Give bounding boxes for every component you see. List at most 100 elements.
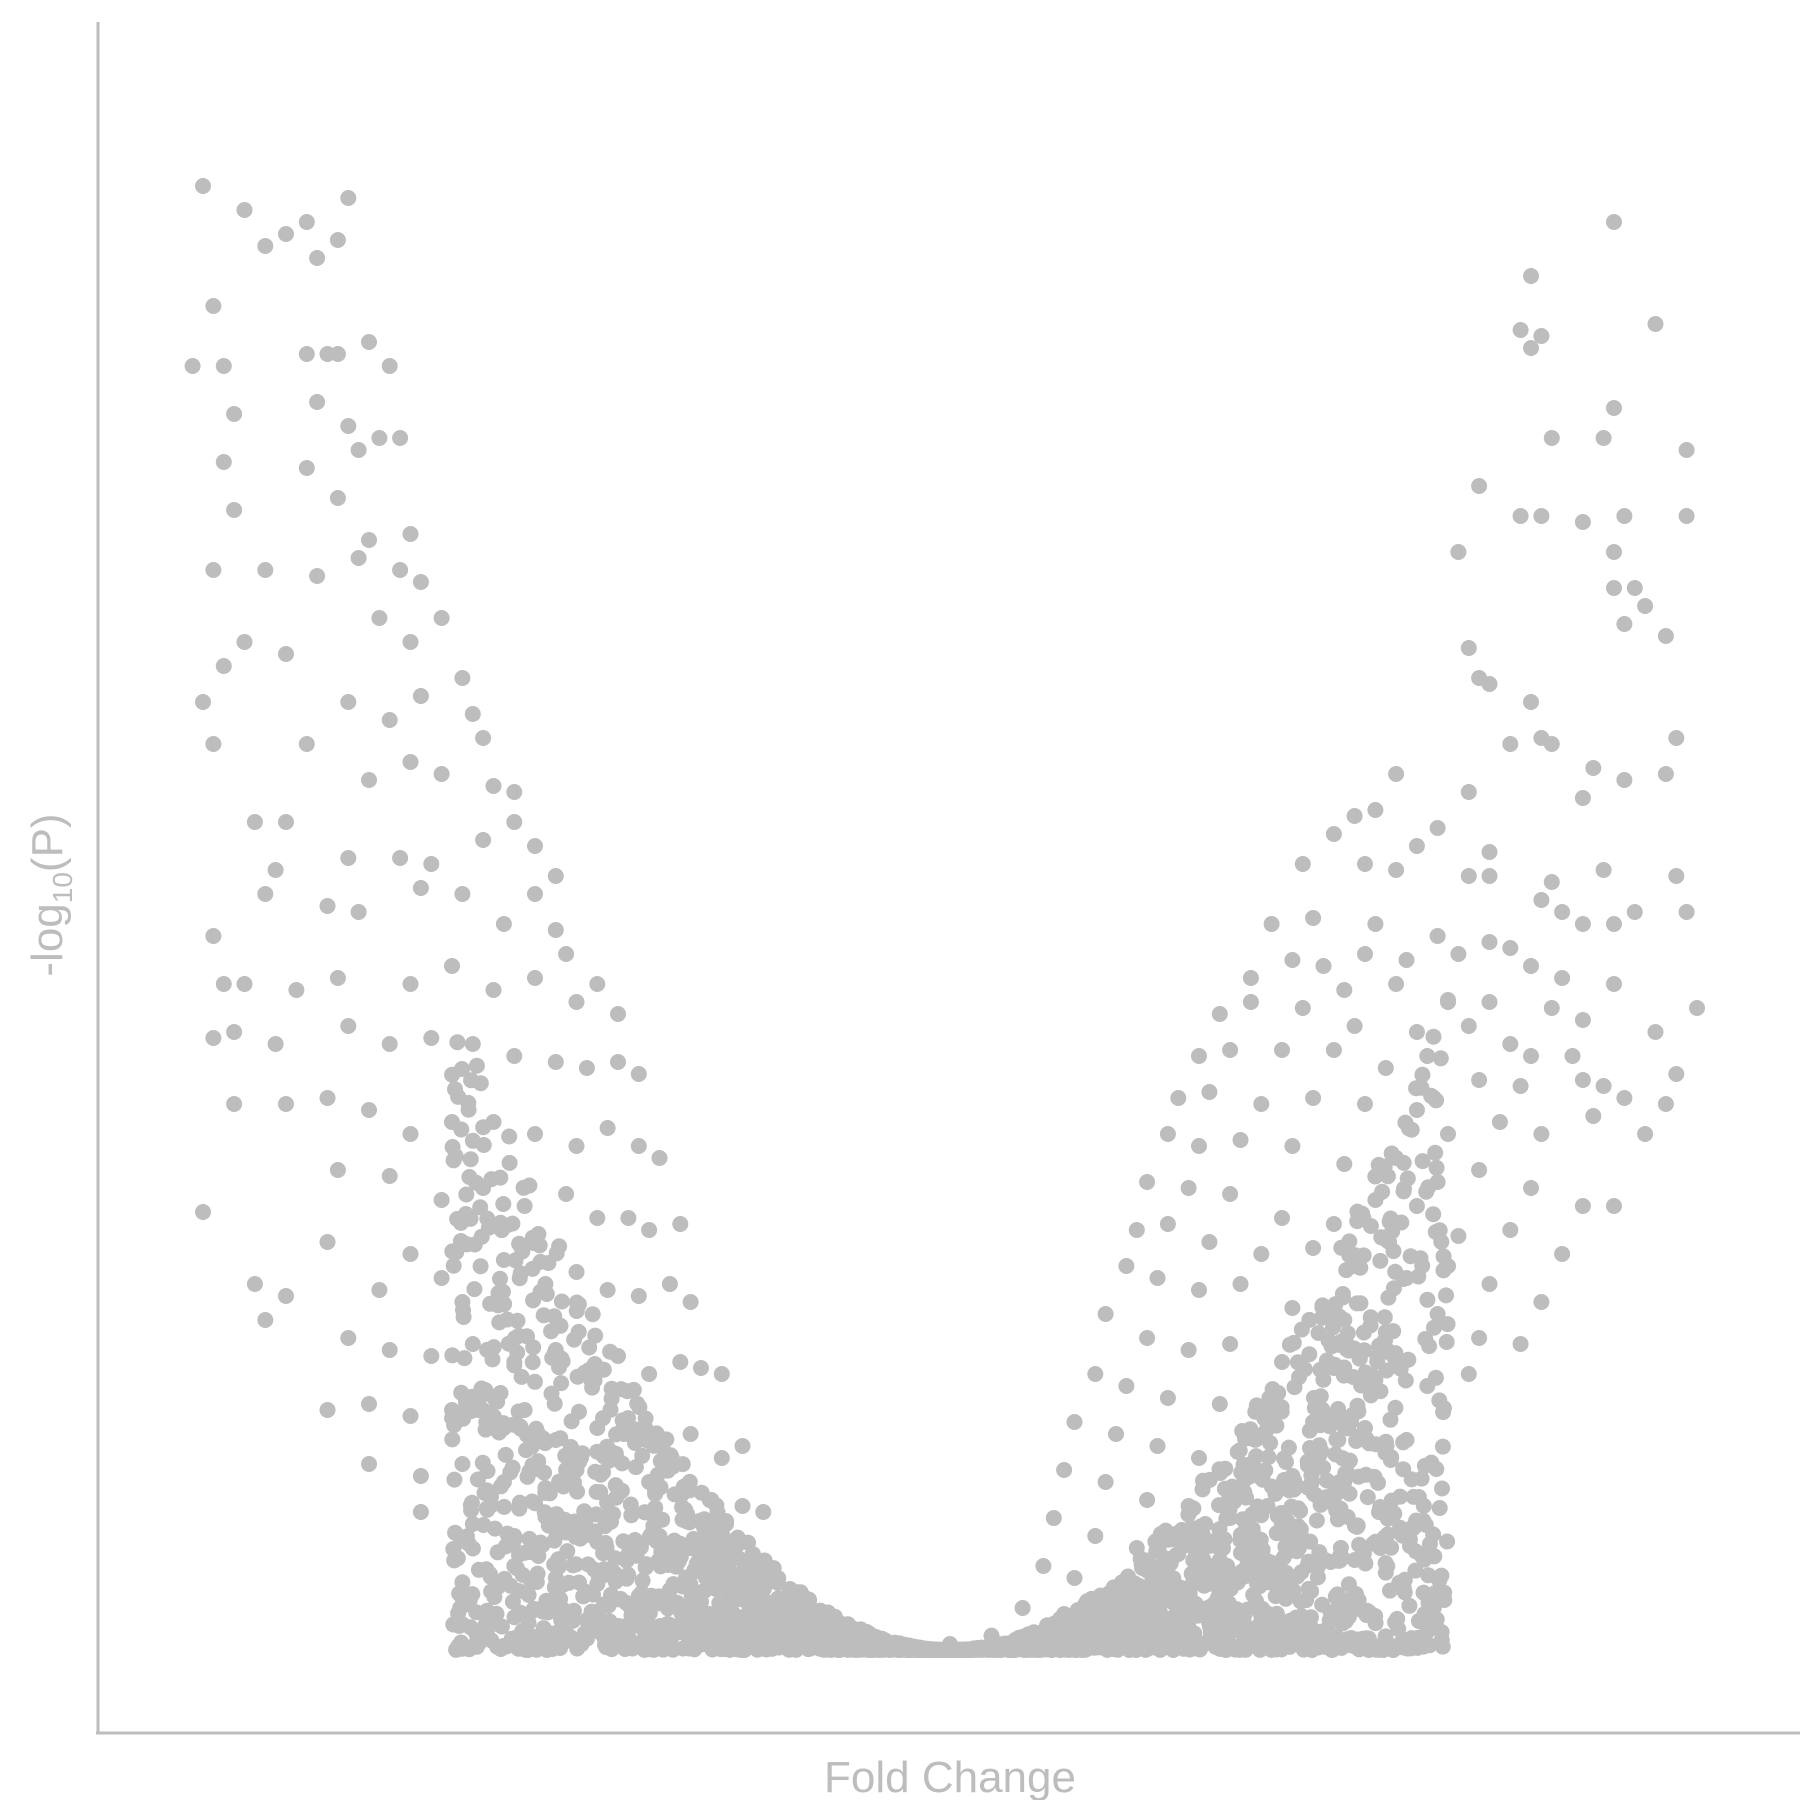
data-point [1367, 1192, 1384, 1208]
data-point [1099, 1594, 1116, 1611]
data-point [1056, 1462, 1073, 1478]
data-point [1460, 1366, 1477, 1382]
data-point [1303, 1609, 1319, 1626]
data-point [506, 1048, 523, 1064]
data-point [612, 1590, 629, 1607]
data-point [1279, 1623, 1296, 1640]
data-point [769, 1600, 786, 1616]
data-point [1533, 1294, 1550, 1310]
data-point [1274, 1516, 1290, 1532]
data-point [1118, 1258, 1135, 1274]
data-point [1340, 1576, 1357, 1593]
data-point [1294, 1000, 1311, 1016]
data-point [1388, 766, 1405, 782]
data-point [492, 1169, 509, 1186]
data-point [637, 1410, 654, 1427]
data-point [1512, 1336, 1529, 1352]
data-point [1637, 1126, 1654, 1142]
data-point [444, 1402, 460, 1418]
data-point [1481, 676, 1498, 692]
data-point [479, 1602, 495, 1619]
data-point [547, 868, 564, 884]
data-point [433, 610, 450, 626]
data-point [1305, 910, 1322, 926]
data-point [501, 1128, 518, 1145]
dense-point-cloud [444, 992, 1456, 1658]
data-point [452, 1233, 469, 1249]
data-point [495, 1474, 512, 1490]
data-point [527, 886, 543, 902]
data-point [1373, 1229, 1390, 1246]
data-point [524, 1354, 541, 1371]
data-point [402, 1408, 419, 1424]
data-point [786, 1606, 803, 1622]
data-point [660, 1630, 677, 1646]
data-point [765, 1570, 782, 1586]
data-point [737, 1558, 753, 1575]
data-point [1025, 1630, 1041, 1646]
data-point [1359, 1602, 1376, 1619]
data-point [620, 1210, 637, 1226]
data-point [226, 502, 243, 518]
data-point [627, 1534, 644, 1551]
data-point [641, 1366, 658, 1382]
data-point [744, 1627, 761, 1644]
data-point [1512, 322, 1529, 338]
data-point [622, 1496, 639, 1513]
data-point [1414, 1153, 1431, 1170]
data-point [527, 838, 543, 854]
data-point [1211, 1006, 1228, 1022]
data-point [1139, 1492, 1156, 1508]
data-point [558, 946, 575, 962]
data-point [1414, 1257, 1431, 1274]
data-point [1201, 1537, 1218, 1554]
data-point [801, 1639, 818, 1656]
data-point [1357, 946, 1373, 962]
data-point [1395, 1639, 1412, 1656]
data-point [257, 886, 274, 902]
data-point [1180, 1498, 1197, 1514]
data-point [1336, 1474, 1353, 1490]
data-point [511, 1500, 528, 1517]
data-point [1429, 1306, 1446, 1322]
data-point [298, 346, 315, 362]
data-point [361, 1456, 377, 1472]
data-point [589, 1420, 606, 1436]
data-point [1191, 1282, 1207, 1298]
data-point [1120, 1610, 1137, 1627]
data-point [288, 982, 305, 998]
data-point [1274, 1210, 1290, 1226]
data-point [278, 814, 294, 830]
data-point [1060, 1624, 1077, 1640]
data-point [1387, 1399, 1404, 1416]
data-point [1260, 1553, 1277, 1570]
data-point [630, 1588, 647, 1604]
data-point [1305, 1090, 1322, 1106]
data-point [402, 1126, 419, 1142]
data-point [361, 1396, 377, 1412]
data-point [776, 1632, 792, 1649]
data-point [462, 1151, 479, 1168]
data-point [565, 1602, 582, 1619]
data-point [1405, 1488, 1422, 1505]
data-point [455, 1309, 472, 1325]
data-point [340, 1018, 357, 1034]
data-point [1276, 1450, 1293, 1467]
data-point [350, 442, 367, 458]
data-point [1554, 904, 1571, 920]
data-point [470, 1627, 487, 1644]
data-point [489, 1576, 506, 1593]
data-point [641, 1474, 658, 1490]
data-point [402, 754, 419, 770]
data-point [551, 1359, 567, 1376]
data-point [1346, 808, 1363, 824]
data-point [1167, 1633, 1184, 1650]
data-point [506, 1558, 523, 1574]
data-point [1097, 1306, 1114, 1322]
data-point [1164, 1594, 1181, 1611]
data-point [1440, 1258, 1456, 1274]
data-point [1346, 1018, 1363, 1034]
data-point [1244, 1620, 1260, 1637]
data-point [1253, 1607, 1270, 1624]
y-axis-title-subscript: 10 [47, 872, 78, 903]
